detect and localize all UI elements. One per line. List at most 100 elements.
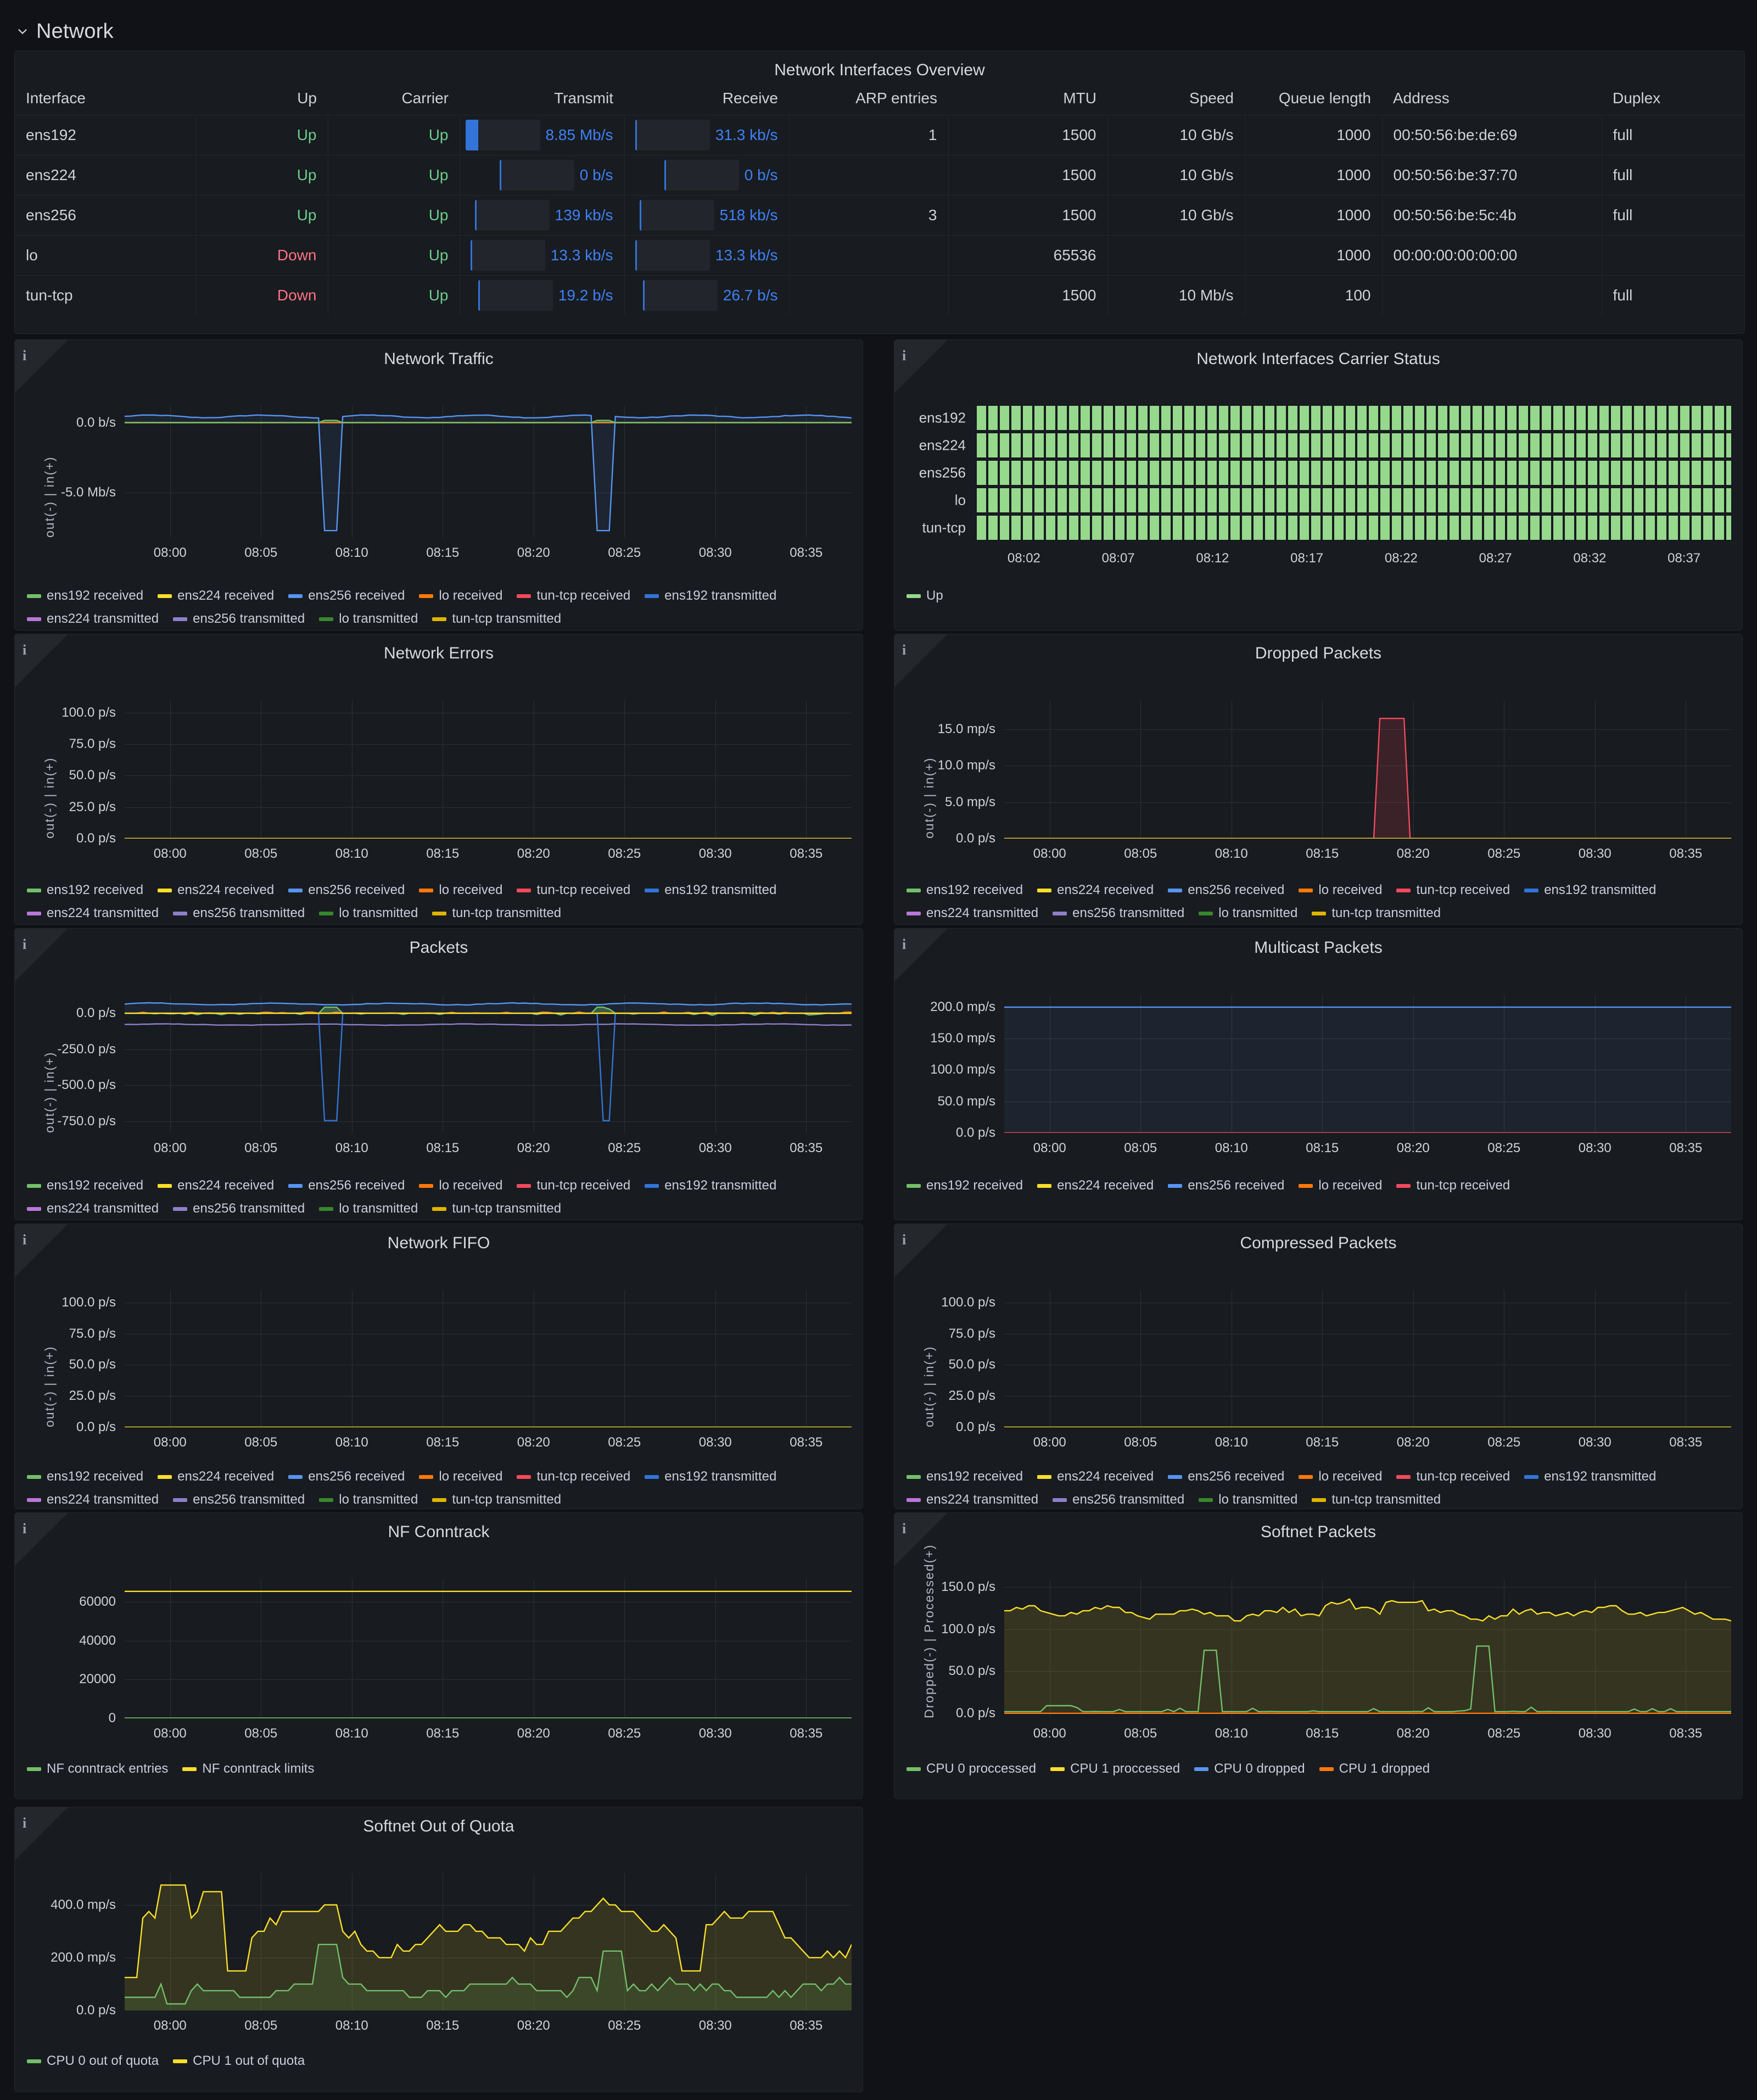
plot-region[interactable] xyxy=(1004,995,1731,1133)
legend-item[interactable]: ens224 received xyxy=(1037,883,1154,898)
legend-item[interactable]: ens224 transmitted xyxy=(27,1492,159,1507)
chart-area[interactable]: 200.0 mp/s 150.0 mp/s 100.0 mp/s 50.0 mp/s 0… xyxy=(894,960,1742,1220)
chart-area[interactable]: 400.0 mp/s 200.0 mp/s 0.0 p/s 08:00 08:05 08:… xyxy=(15,1839,863,2092)
legend-item[interactable]: ens256 transmitted xyxy=(173,611,305,627)
legend-item[interactable]: ens224 received xyxy=(158,588,274,604)
table-header-interface[interactable]: Interface xyxy=(26,89,86,107)
legend-item[interactable]: ens256 received xyxy=(288,883,405,898)
plot-region[interactable] xyxy=(1004,1579,1731,1718)
legend-item[interactable]: lo transmitted xyxy=(319,906,418,921)
legend-item[interactable]: ens192 transmitted xyxy=(1524,1469,1656,1484)
legend-item[interactable]: Up xyxy=(907,588,943,604)
legend-item[interactable]: NF conntrack entries xyxy=(27,1761,168,1777)
legend-item[interactable]: ens192 received xyxy=(907,1469,1023,1484)
legend-item[interactable]: lo received xyxy=(419,1469,502,1484)
legend-item[interactable]: ens224 received xyxy=(158,883,274,898)
legend-item[interactable]: ens192 received xyxy=(27,883,143,898)
table-header-arp-entries[interactable]: ARP entries xyxy=(855,89,937,107)
chart-area[interactable]: out(-) | in(+) 100.0 p/s 75.0 p/s 50.0 p/s 2… xyxy=(15,666,863,924)
table-header-carrier[interactable]: Carrier xyxy=(401,89,449,107)
legend-item[interactable]: tun-tcp received xyxy=(517,1469,630,1484)
legend-item[interactable]: lo received xyxy=(1299,1469,1382,1484)
legend-item[interactable]: tun-tcp received xyxy=(517,588,630,604)
legend-item[interactable]: ens256 received xyxy=(1168,1469,1284,1484)
legend-item[interactable]: ens256 transmitted xyxy=(173,906,305,921)
legend-item[interactable]: ens224 received xyxy=(1037,1469,1154,1484)
chart-area[interactable]: ens192 ens224 ens256 lo tun-tcp 08:02 08:07 08:… xyxy=(894,372,1742,630)
legend-item[interactable]: ens256 received xyxy=(288,1469,405,1484)
chart-area[interactable]: out(-) | in(+) 0.0 p/s -250.0 p/s -500.0 p/… xyxy=(15,960,863,1220)
legend-item[interactable]: tun-tcp transmitted xyxy=(432,1492,561,1507)
plot-region[interactable] xyxy=(125,1290,852,1427)
legend-item[interactable]: ens224 received xyxy=(1037,1178,1154,1193)
table-header-up[interactable]: Up xyxy=(297,89,317,107)
table-header-queue-length[interactable]: Queue length xyxy=(1278,89,1371,107)
plot-region[interactable] xyxy=(125,995,852,1133)
legend-item[interactable]: lo transmitted xyxy=(319,1492,418,1507)
legend-item[interactable]: ens256 transmitted xyxy=(173,1492,305,1507)
legend-item[interactable]: ens256 transmitted xyxy=(1053,906,1184,921)
legend-item[interactable]: lo received xyxy=(1299,1178,1382,1193)
section-header-network[interactable]: Network xyxy=(0,0,1757,51)
legend-item[interactable]: lo received xyxy=(1299,883,1382,898)
carrier-band-ens224[interactable] xyxy=(977,433,1731,457)
chart-area[interactable]: out(-) | in(+) 15.0 mp/s 10.0 mp/s 5.0 mp/s… xyxy=(894,666,1742,924)
chevron-down-icon[interactable] xyxy=(15,24,30,38)
legend-item[interactable]: tun-tcp transmitted xyxy=(432,611,561,627)
legend-item[interactable]: tun-tcp received xyxy=(1396,1469,1510,1484)
plot-region[interactable] xyxy=(125,406,852,538)
legend-item[interactable]: ens224 transmitted xyxy=(907,1492,1038,1507)
legend-item[interactable]: ens224 received xyxy=(158,1178,274,1193)
legend-item[interactable]: lo transmitted xyxy=(1199,906,1297,921)
legend-item[interactable]: NF conntrack limits xyxy=(182,1761,314,1777)
plot-region[interactable] xyxy=(1004,700,1731,839)
legend-item[interactable]: ens256 transmitted xyxy=(1053,1492,1184,1507)
legend-item[interactable]: ens256 received xyxy=(1168,1178,1284,1193)
legend-item[interactable]: ens192 received xyxy=(907,1178,1023,1193)
chart-area[interactable]: out(-) | in(+) 0.0 b/s -5.0 Mb/s 08:00 08:05… xyxy=(15,372,863,630)
carrier-band-ens192[interactable] xyxy=(977,406,1731,430)
legend-item[interactable]: ens192 transmitted xyxy=(645,883,776,898)
legend-item[interactable]: CPU 0 proccessed xyxy=(907,1761,1036,1777)
chart-area[interactable]: Dropped(-) | Processed(+) 150.0 p/s 100.0 … xyxy=(894,1544,1742,1799)
legend-item[interactable]: ens224 transmitted xyxy=(907,906,1038,921)
plot-region[interactable] xyxy=(125,1873,852,2010)
legend-item[interactable]: ens192 transmitted xyxy=(645,1178,776,1193)
legend-item[interactable]: tun-tcp received xyxy=(517,883,630,898)
legend-item[interactable]: ens192 received xyxy=(27,1469,143,1484)
legend-item[interactable]: ens224 transmitted xyxy=(27,906,159,921)
table-header-transmit[interactable]: Transmit xyxy=(554,89,613,107)
legend-item[interactable]: ens256 received xyxy=(1168,883,1284,898)
legend-item[interactable]: ens192 transmitted xyxy=(645,588,776,604)
table-header-receive[interactable]: Receive xyxy=(722,89,778,107)
legend-item[interactable]: tun-tcp received xyxy=(1396,883,1510,898)
legend-item[interactable]: CPU 0 dropped xyxy=(1194,1761,1305,1777)
plot-region[interactable] xyxy=(125,700,852,839)
carrier-band-tun-tcp[interactable] xyxy=(977,516,1731,540)
table-header-duplex[interactable]: Duplex xyxy=(1613,89,1661,107)
legend-item[interactable]: ens256 transmitted xyxy=(173,1201,305,1216)
legend-item[interactable]: tun-tcp transmitted xyxy=(1312,1492,1441,1507)
plot-region[interactable] xyxy=(1004,1290,1731,1427)
chart-area[interactable]: out(-) | in(+) 100.0 p/s 75.0 p/s 50.0 p/s 2… xyxy=(894,1256,1742,1509)
legend-item[interactable]: lo transmitted xyxy=(319,611,418,627)
legend-item[interactable]: ens224 transmitted xyxy=(27,611,159,627)
carrier-band-lo[interactable] xyxy=(977,488,1731,512)
legend-item[interactable]: tun-tcp received xyxy=(1396,1178,1510,1193)
table-header-mtu[interactable]: MTU xyxy=(1063,89,1096,107)
legend-item[interactable]: CPU 1 proccessed xyxy=(1050,1761,1180,1777)
legend-item[interactable]: ens256 received xyxy=(288,588,405,604)
legend-item[interactable]: CPU 1 dropped xyxy=(1319,1761,1430,1777)
legend-item[interactable]: tun-tcp transmitted xyxy=(1312,906,1441,921)
legend-item[interactable]: tun-tcp transmitted xyxy=(432,1201,561,1216)
plot-region[interactable] xyxy=(125,1579,852,1718)
legend-item[interactable]: ens224 received xyxy=(158,1469,274,1484)
table-header-speed[interactable]: Speed xyxy=(1189,89,1234,107)
legend-item[interactable]: ens256 received xyxy=(288,1178,405,1193)
legend-item[interactable]: lo received xyxy=(419,588,502,604)
plot-region[interactable] xyxy=(977,406,1731,543)
legend-item[interactable]: CPU 1 out of quota xyxy=(173,2053,305,2069)
legend-item[interactable]: ens224 transmitted xyxy=(27,1201,159,1216)
legend-item[interactable]: ens192 transmitted xyxy=(645,1469,776,1484)
chart-area[interactable]: 60000 40000 20000 0 08:00 08:05 08:10 08:15 08:2… xyxy=(15,1545,863,1799)
